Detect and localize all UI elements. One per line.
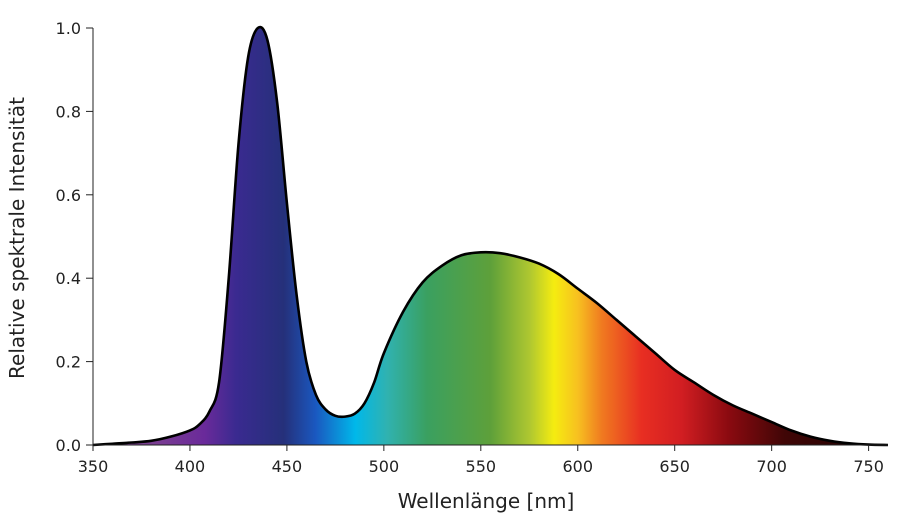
y-tick-label: 0.4 [56, 269, 81, 288]
x-axis-ticks: 350 400 450 500 550 600 650 700 750 [78, 445, 884, 476]
spectrum-area [93, 27, 888, 446]
y-tick-label: 0.0 [56, 436, 81, 455]
y-tick-label: 1.0 [56, 19, 81, 38]
y-tick-label: 0.8 [56, 102, 81, 121]
x-tick-label: 400 [175, 457, 206, 476]
x-tick-label: 550 [466, 457, 497, 476]
y-tick-label: 0.6 [56, 186, 81, 205]
x-axis-title: Wellenlänge [nm] [398, 489, 575, 513]
x-tick-label: 600 [562, 457, 593, 476]
x-tick-label: 500 [369, 457, 400, 476]
x-tick-label: 650 [659, 457, 690, 476]
x-tick-label: 700 [756, 457, 787, 476]
x-tick-label: 350 [78, 457, 109, 476]
spectrum-curve [92, 25, 889, 447]
x-tick-label: 750 [853, 457, 884, 476]
y-tick-label: 0.2 [56, 353, 81, 372]
y-axis-title: Relative spektrale Intensität [5, 97, 29, 379]
x-tick-label: 450 [272, 457, 303, 476]
y-axis-ticks: 0.0 0.2 0.4 0.6 0.8 1.0 [56, 19, 93, 455]
